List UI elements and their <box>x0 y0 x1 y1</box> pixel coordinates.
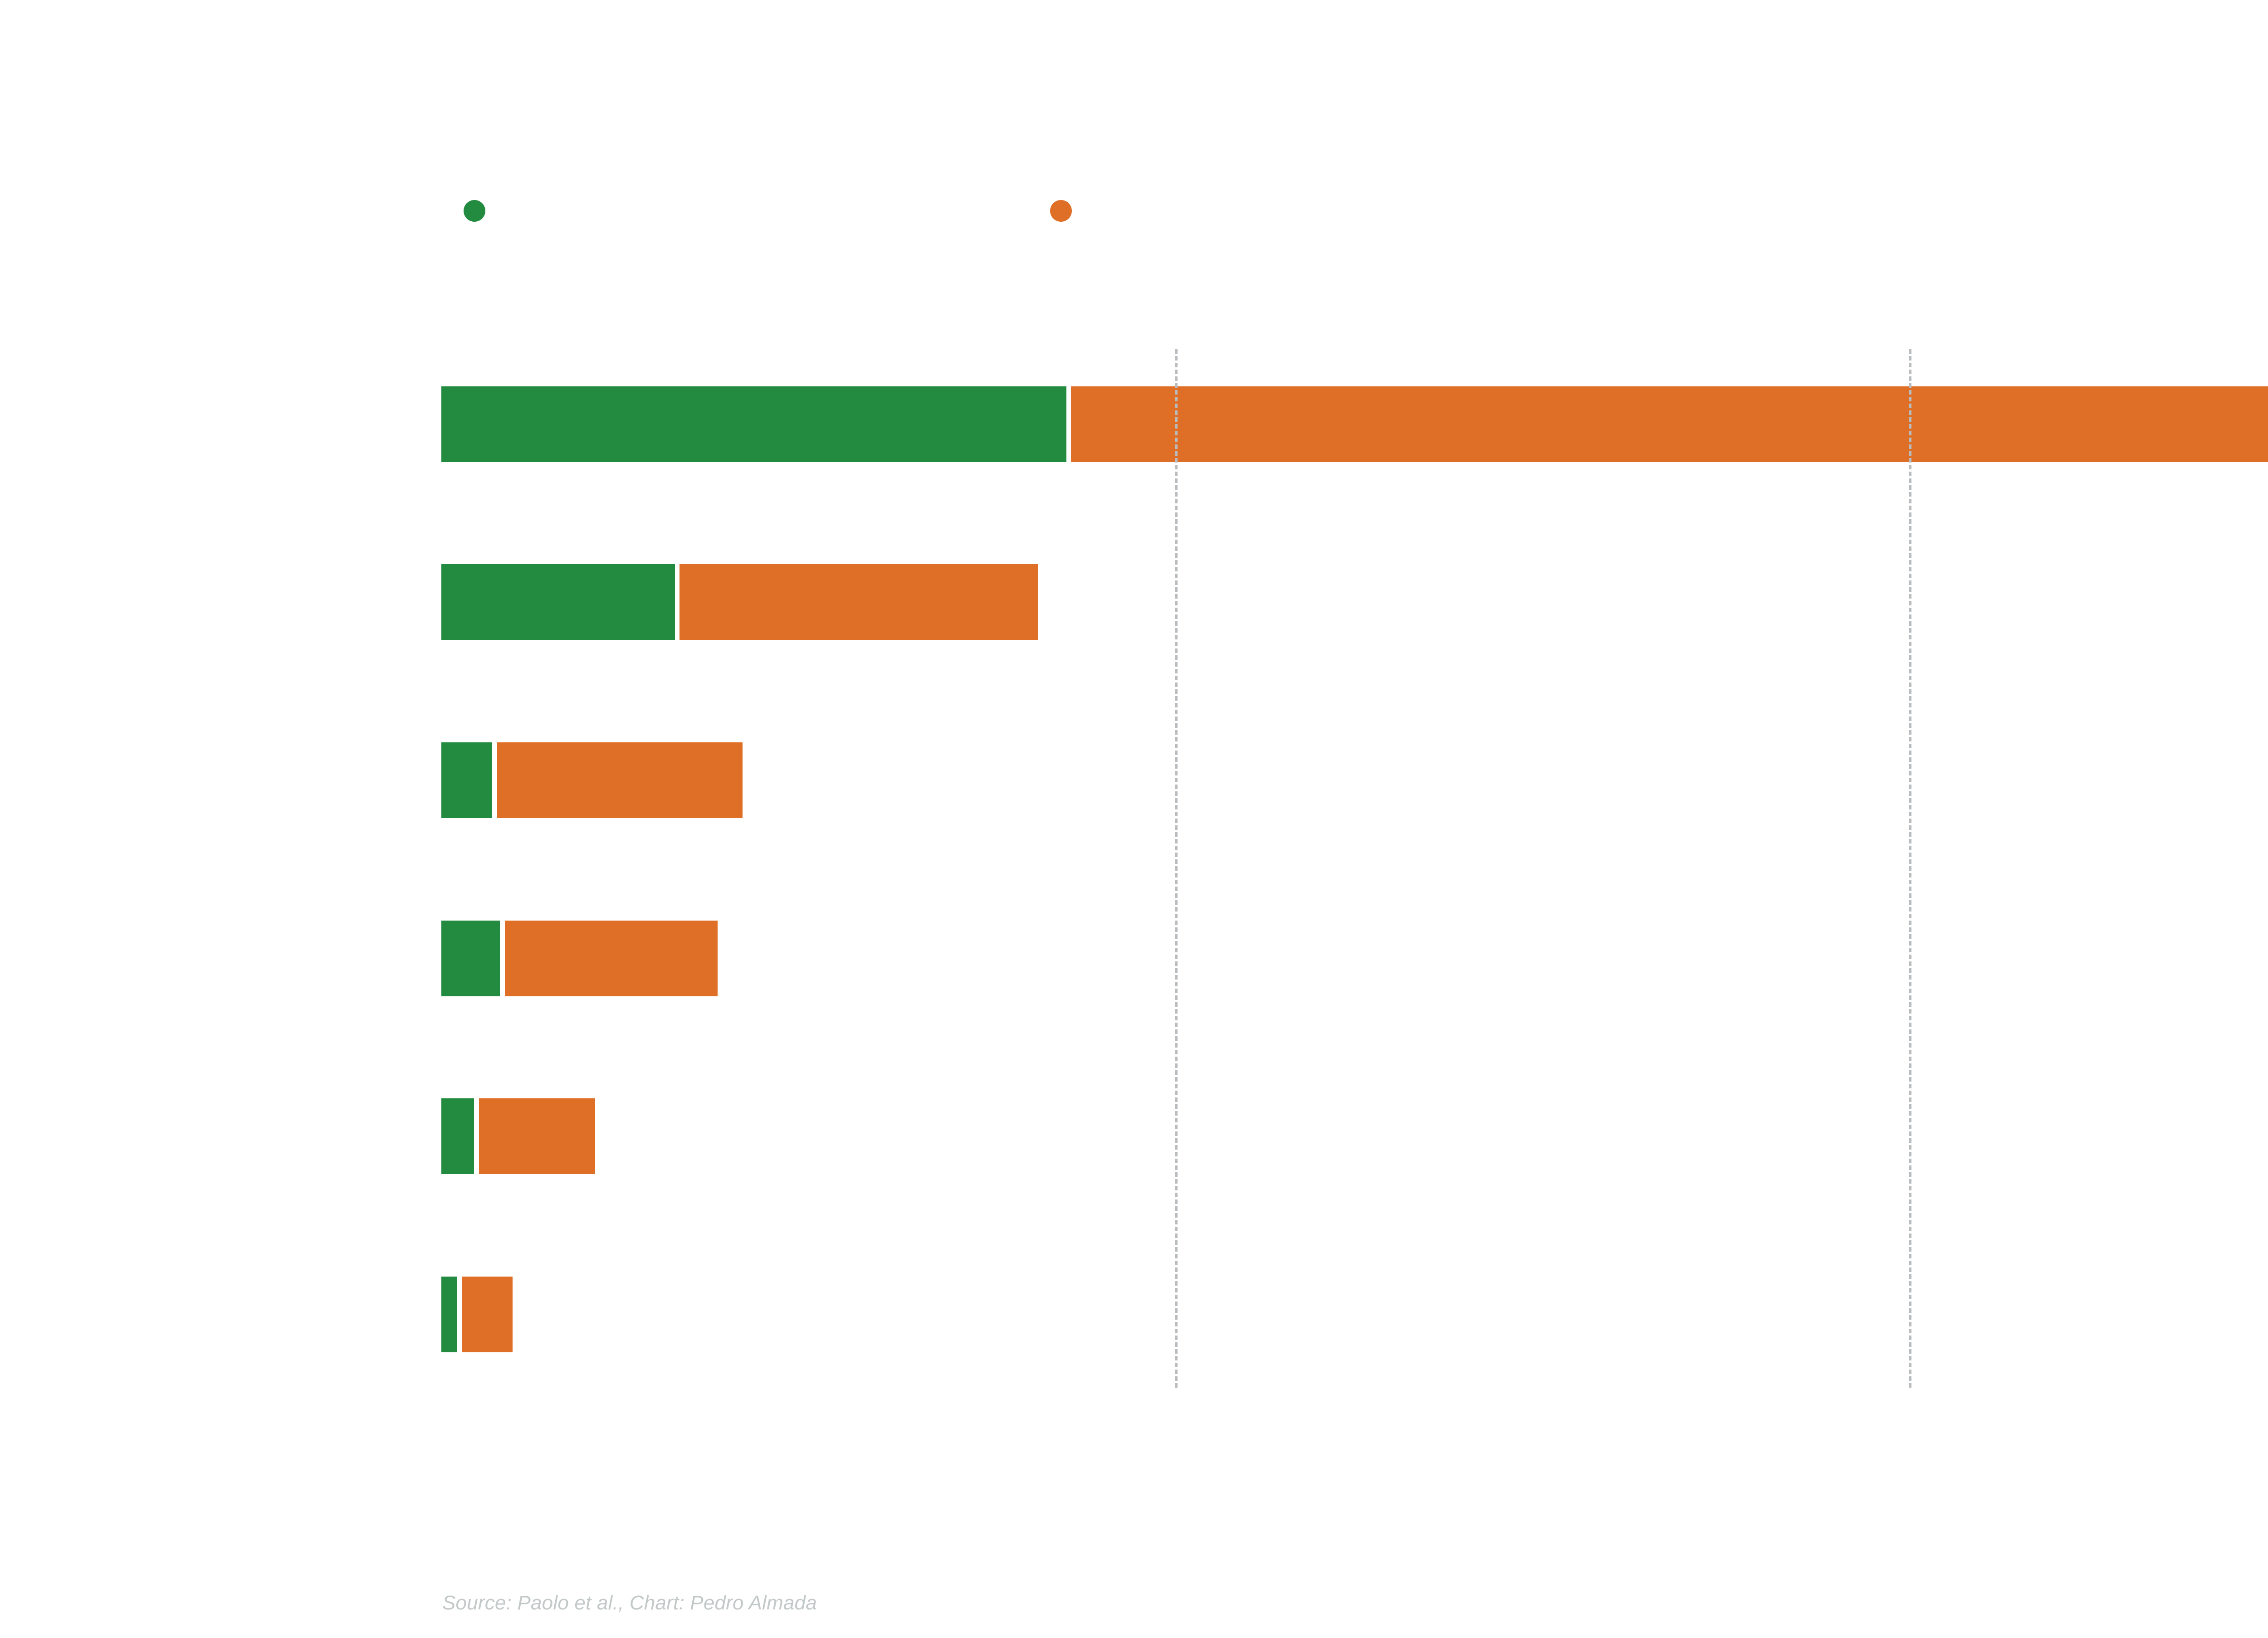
bar-segment-series-2[interactable] <box>479 1098 595 1174</box>
legend-item-series-2[interactable] <box>1050 190 1084 231</box>
bar-segment-series-1[interactable] <box>441 1277 457 1352</box>
bar-segment-series-2[interactable] <box>1071 386 2268 462</box>
bar-segment-series-1[interactable] <box>441 386 1066 462</box>
legend-dot-icon <box>464 200 485 222</box>
bar-segment-series-1[interactable] <box>441 742 492 818</box>
bar-row[interactable] <box>441 564 2268 640</box>
bar-segment-series-2[interactable] <box>497 742 743 818</box>
chart-legend <box>441 190 2268 231</box>
legend-item-series-1[interactable] <box>464 190 497 231</box>
bar-rows <box>441 349 2268 1388</box>
bar-segment-series-1[interactable] <box>441 564 675 640</box>
bar-segment-series-2[interactable] <box>462 1277 513 1352</box>
bar-segment-series-1[interactable] <box>441 1098 474 1174</box>
bar-row[interactable] <box>441 1277 2268 1352</box>
bar-row[interactable] <box>441 742 2268 818</box>
bar-segment-series-2[interactable] <box>679 564 1038 640</box>
x-axis-tick-labels <box>441 1388 2268 1424</box>
legend-dot-icon <box>1050 200 1072 222</box>
bar-row[interactable] <box>441 1098 2268 1174</box>
bar-row[interactable] <box>441 921 2268 996</box>
source-note: Source: Paolo et al., Chart: Pedro Almad… <box>442 1592 817 1614</box>
bar-segment-series-2[interactable] <box>505 921 718 996</box>
bar-segment-series-1[interactable] <box>441 921 500 996</box>
bar-row[interactable] <box>441 386 2268 462</box>
plot-area <box>441 349 2268 1388</box>
